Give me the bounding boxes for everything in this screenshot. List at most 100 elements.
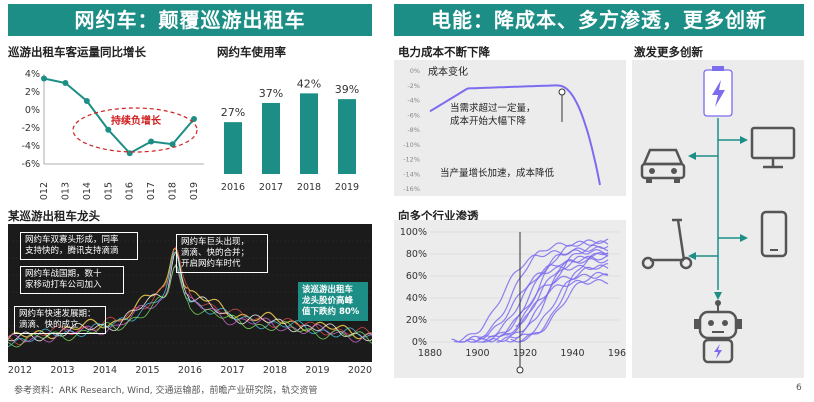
power-cost-series-label: 成本变化 xyxy=(428,65,468,78)
y-tick-label: -10% xyxy=(403,141,420,149)
x-tick-label: 1880 xyxy=(418,348,442,359)
negative-growth-ellipse xyxy=(72,107,198,153)
callout-giants: 网约车巨头出现， 滴滴、快的合并； 开启网约车时代 xyxy=(176,234,268,273)
stock-price-line xyxy=(8,251,372,342)
usage-chart: 27% 2016 37% 2017 42% 2018 39% 2019 xyxy=(221,77,359,193)
x-tick-label: 2014 xyxy=(82,182,93,200)
bar-value-label: 42% xyxy=(297,77,321,90)
car-icon xyxy=(640,148,686,183)
usage-bar xyxy=(338,99,356,174)
data-point xyxy=(83,98,90,104)
y-tick-label: 0% xyxy=(410,67,420,75)
x-tick-label: 2014 xyxy=(93,365,117,376)
x-tick-label: 2016 xyxy=(178,365,202,376)
bar-category-label: 2017 xyxy=(259,182,283,193)
monitor-icon xyxy=(750,126,796,169)
y-tick-label: -14% xyxy=(403,170,420,178)
y-tick-label: -8% xyxy=(407,126,420,134)
stock-title: 某巡游出租车龙头 xyxy=(8,209,100,223)
industry-series-line xyxy=(451,240,609,343)
usage-bar xyxy=(224,122,242,174)
callout-rapid: 网约车快速发展期： 滴滴、快的成立 xyxy=(14,306,106,334)
y-tick-label: 0% xyxy=(412,337,427,348)
y-tick-label: 4% xyxy=(25,69,40,80)
x-tick-label: 2017 xyxy=(146,182,157,200)
data-point xyxy=(169,141,176,148)
source-note: 参考资料：ARK Research, Wind, 交通运输部，前瞻产业研究院，轨… xyxy=(14,386,318,396)
power-cost-title: 电力成本不断下降 xyxy=(398,45,490,59)
scooter-icon xyxy=(641,218,693,270)
bar-category-label: 2019 xyxy=(335,182,359,193)
x-tick-label: 2016 xyxy=(125,182,136,200)
industry-series-line xyxy=(515,278,609,327)
x-tick-label: 2015 xyxy=(135,365,159,376)
innovation-panel xyxy=(632,60,804,378)
y-tick-label: 40% xyxy=(406,293,427,304)
y-tick-label: -12% xyxy=(403,156,420,164)
industry-series-line xyxy=(482,252,609,343)
industry-series-line xyxy=(510,252,609,343)
battery-icon xyxy=(703,66,733,117)
power-cost-annotation-production: 当产量增长加速，成本降低 xyxy=(440,167,555,179)
y-tick-label: 0% xyxy=(25,105,40,116)
x-tick-label: 2019 xyxy=(305,365,329,376)
y-tick-label: -6% xyxy=(407,111,420,119)
data-point xyxy=(105,126,112,133)
callout-warring: 网约车战国期，数十 家移动打车公司加入 xyxy=(20,266,124,294)
y-tick-label: -2% xyxy=(22,123,41,134)
y-tick-label: -16% xyxy=(403,185,420,193)
industry-series-line xyxy=(465,257,609,343)
bar-value-label: 39% xyxy=(335,83,359,96)
x-tick-label: 2013 xyxy=(50,365,74,376)
power-cost-annotation-demand: 当需求超过一定量， xyxy=(450,102,536,114)
bar-category-label: 2016 xyxy=(221,182,245,193)
x-tick-label: 1940 xyxy=(560,348,584,359)
svg-text:成本开始大幅下降: 成本开始大幅下降 xyxy=(450,115,527,127)
taxi-growth-title: 巡游出租车客运量同比增长 xyxy=(8,45,146,59)
x-tick-label: 1920 xyxy=(513,348,537,359)
y-tick-label: -4% xyxy=(22,141,41,152)
callout-duopoly: 网约车双寡头形成，同率 支持快的，腾讯支持滴滴 xyxy=(20,232,138,260)
usage-title: 网约车使用率 xyxy=(217,45,286,59)
x-tick-label: 2012 xyxy=(8,365,32,376)
y-tick-label: -2% xyxy=(407,82,420,90)
right-banner-title: 电能：降成本、多方渗透，更多创新 xyxy=(394,4,804,36)
left-banner-title: 网约车：颠覆巡游出租车 xyxy=(8,4,372,36)
industry-series-line xyxy=(472,238,609,343)
stock-price-line xyxy=(8,265,372,343)
taxi-growth-chart: 4% 2% 0% -2% -4% -6% 2012 2013 2014 2015 2016 2017… xyxy=(22,69,204,200)
power-cost-curve xyxy=(429,84,601,186)
x-tick-label: 2020 xyxy=(348,365,372,376)
x-tick-label: 2018 xyxy=(168,182,179,200)
data-point xyxy=(191,116,197,122)
taxi-growth-line xyxy=(43,77,195,155)
bar-value-label: 37% xyxy=(259,87,283,100)
y-tick-label: 100% xyxy=(400,227,427,238)
negative-growth-annotation: 持续负增长 xyxy=(111,114,162,127)
innovation-diagram xyxy=(640,66,796,364)
y-tick-label: 20% xyxy=(406,315,427,326)
stock-chart-panel: 2012 2013 2014 2015 2016 2017 2018 2019 2020 网约车… xyxy=(8,224,372,376)
y-tick-label: -4% xyxy=(407,97,420,105)
x-tick-label: 2019 xyxy=(189,182,200,200)
industry-series-line xyxy=(489,273,609,342)
y-tick-label: 80% xyxy=(406,249,427,260)
usage-bar xyxy=(262,102,280,174)
innovation-title: 激发更多创新 xyxy=(634,45,703,59)
data-point xyxy=(41,75,47,82)
industry-series-line xyxy=(505,263,609,343)
penetration-title: 向多个行业渗透 xyxy=(398,209,479,223)
usage-bar xyxy=(300,93,318,174)
x-tick-label: 2017 xyxy=(220,365,244,376)
stock-price-line xyxy=(8,264,372,348)
data-point xyxy=(126,150,133,157)
data-point xyxy=(148,138,155,145)
penetration-chart: 100% 80% 60% 40% 20% 0%1880 1900 1920 1940 1960 xyxy=(394,220,626,378)
robot-icon xyxy=(694,300,742,364)
y-tick-label: 60% xyxy=(406,271,427,282)
bar-category-label: 2018 xyxy=(297,182,321,193)
industry-series-line xyxy=(496,244,609,343)
x-tick-label: 1960 xyxy=(608,348,626,359)
page-number: 6 xyxy=(796,383,802,393)
data-point xyxy=(62,80,69,86)
